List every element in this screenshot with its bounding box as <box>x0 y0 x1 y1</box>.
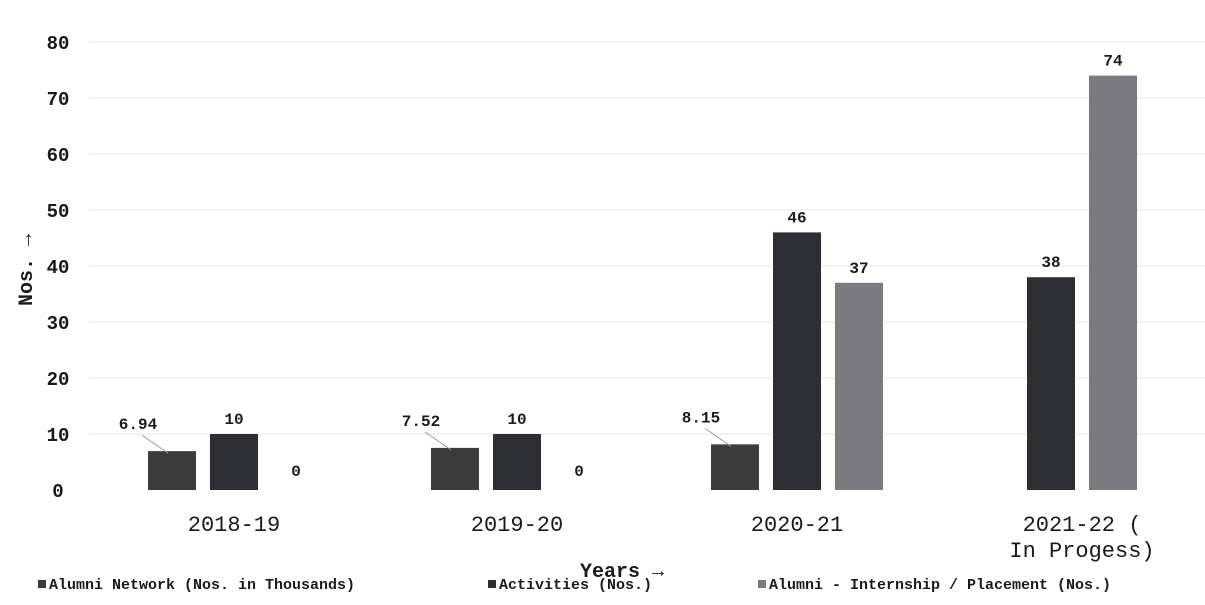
y-tick-label: 0 <box>52 481 63 503</box>
legend-label: Activities (Nos.) <box>499 577 652 594</box>
data-label: 6.94 <box>119 416 158 434</box>
bar <box>1027 277 1075 490</box>
y-tick-label: 30 <box>47 313 70 335</box>
y-tick-label: 80 <box>47 33 70 55</box>
bar <box>148 451 196 490</box>
x-tick-label: 2018-19 <box>188 513 280 538</box>
data-label: 74 <box>1103 53 1123 71</box>
legend-swatch <box>758 580 766 588</box>
bar <box>210 434 258 490</box>
data-label: 7.52 <box>402 413 440 431</box>
bars <box>148 75 1137 490</box>
data-label: 10 <box>224 411 243 429</box>
bar <box>493 434 541 490</box>
data-label: 38 <box>1041 254 1060 272</box>
x-axis-title: Years → <box>580 561 664 584</box>
data-labels: 6.94 10 0 7.52 10 0 8.15 46 37 38 74 <box>119 53 1123 481</box>
data-label-leader <box>424 431 452 451</box>
legend-swatch <box>488 580 496 588</box>
legend-label: Alumni Network (Nos. in Thousands) <box>49 577 355 594</box>
y-tick-label: 50 <box>47 201 70 223</box>
y-tick-label: 70 <box>47 89 70 111</box>
y-tick-label: 20 <box>47 369 70 391</box>
data-label: 0 <box>291 463 301 481</box>
bar <box>711 444 759 490</box>
x-tick-label: 2020-21 <box>751 513 843 538</box>
bar <box>835 282 883 490</box>
data-label: 0 <box>574 463 584 481</box>
data-label: 10 <box>507 411 526 429</box>
legend-label: Alumni - Internship / Placement (Nos.) <box>769 577 1111 594</box>
data-label-leader <box>704 427 732 447</box>
data-label: 46 <box>787 209 806 227</box>
bar <box>773 232 821 490</box>
y-axis-title: Nos. → <box>16 234 39 306</box>
y-tick-label: 40 <box>47 257 70 279</box>
x-tick-label: 2021-22 (In Progess) <box>1009 513 1154 564</box>
legend: Alumni Network (Nos. in Thousands) Activi… <box>38 577 1111 594</box>
data-label: 37 <box>849 260 868 278</box>
data-label: 8.15 <box>682 409 720 427</box>
data-label-leader <box>141 434 169 454</box>
gridlines <box>90 41 1205 435</box>
legend-swatch <box>38 580 46 588</box>
bar <box>431 447 479 490</box>
bar <box>1089 75 1137 490</box>
x-tick-label: 2019-20 <box>471 513 563 538</box>
y-tick-label: 10 <box>47 425 70 447</box>
y-tick-label: 60 <box>47 145 70 167</box>
x-axis-ticks: 2018-19 2019-20 2020-21 2021-22 (In Progess… <box>188 513 1155 564</box>
y-axis-ticks: 0 10 20 30 40 50 60 70 80 <box>47 33 70 503</box>
